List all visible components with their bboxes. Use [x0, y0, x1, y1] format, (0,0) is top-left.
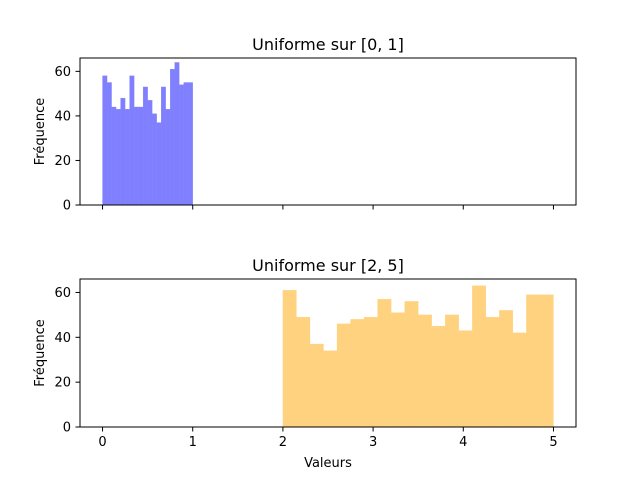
y-axis-label: Fréquence: [33, 98, 48, 165]
bar: [111, 106, 117, 206]
y-tick-label: 0: [63, 421, 71, 436]
bar: [183, 82, 189, 206]
y-axis-label: Fréquence: [33, 319, 48, 386]
axes-frame: [79, 278, 577, 428]
histogram-bars: [282, 285, 554, 428]
axes-frame: [79, 57, 577, 206]
bar: [282, 290, 297, 428]
y-tick-label: 0: [63, 199, 71, 214]
bar: [445, 314, 459, 428]
subplot-1: 0 20 40 60 Uniforme sur [0, 1] Fréquence: [33, 35, 577, 214]
y-tick-label: 20: [54, 376, 71, 391]
bar: [165, 109, 171, 206]
bar: [431, 325, 446, 428]
x-tick-label: 5: [549, 435, 557, 450]
bar: [179, 84, 184, 206]
bar: [106, 82, 112, 206]
x-axis-label: Valeurs: [304, 456, 352, 471]
y-tick-label: 40: [54, 109, 71, 124]
bar: [170, 68, 175, 206]
bar: [147, 100, 153, 206]
bar: [120, 97, 126, 206]
bar: [363, 316, 378, 428]
bar: [526, 294, 541, 428]
x-tick-label: 0: [98, 435, 106, 450]
bar: [138, 106, 144, 206]
bar: [512, 332, 527, 428]
bar: [377, 299, 392, 428]
bar: [350, 319, 365, 428]
bar: [499, 310, 514, 428]
bar: [102, 75, 108, 206]
bar: [133, 106, 139, 206]
bar: [174, 62, 180, 206]
bar: [161, 86, 166, 206]
y-tick-label: 40: [54, 331, 71, 346]
bar: [309, 343, 324, 428]
bar: [129, 75, 135, 206]
bar: [539, 294, 554, 428]
bar: [323, 350, 338, 428]
bar: [115, 109, 121, 206]
bar: [458, 330, 473, 428]
chart-title: Uniforme sur [2, 5]: [252, 256, 404, 275]
bar: [142, 86, 148, 206]
bar: [296, 316, 311, 428]
bar: [124, 109, 130, 206]
y-tick-label: 60: [54, 65, 71, 80]
y-tick-label: 20: [54, 154, 71, 169]
x-tick-label: 3: [369, 435, 377, 450]
bar: [485, 316, 500, 428]
x-tick-label: 4: [459, 435, 467, 450]
bar: [156, 122, 162, 206]
x-tick-label: 2: [279, 435, 287, 450]
bar: [418, 314, 432, 428]
histogram-bars: [102, 62, 193, 206]
chart-title: Uniforme sur [0, 1]: [252, 35, 404, 54]
x-tick-label: 1: [189, 435, 197, 450]
bar: [151, 113, 157, 206]
bar: [404, 301, 419, 428]
y-tick-label: 60: [54, 286, 71, 301]
bar: [336, 323, 351, 428]
bar: [188, 82, 193, 206]
bar: [472, 285, 486, 428]
subplot-2: 0 1 2 3 4 5 0 20 40 60 Uniforme sur [2, 5] Fréquenc…: [33, 256, 577, 471]
bar: [390, 312, 405, 428]
